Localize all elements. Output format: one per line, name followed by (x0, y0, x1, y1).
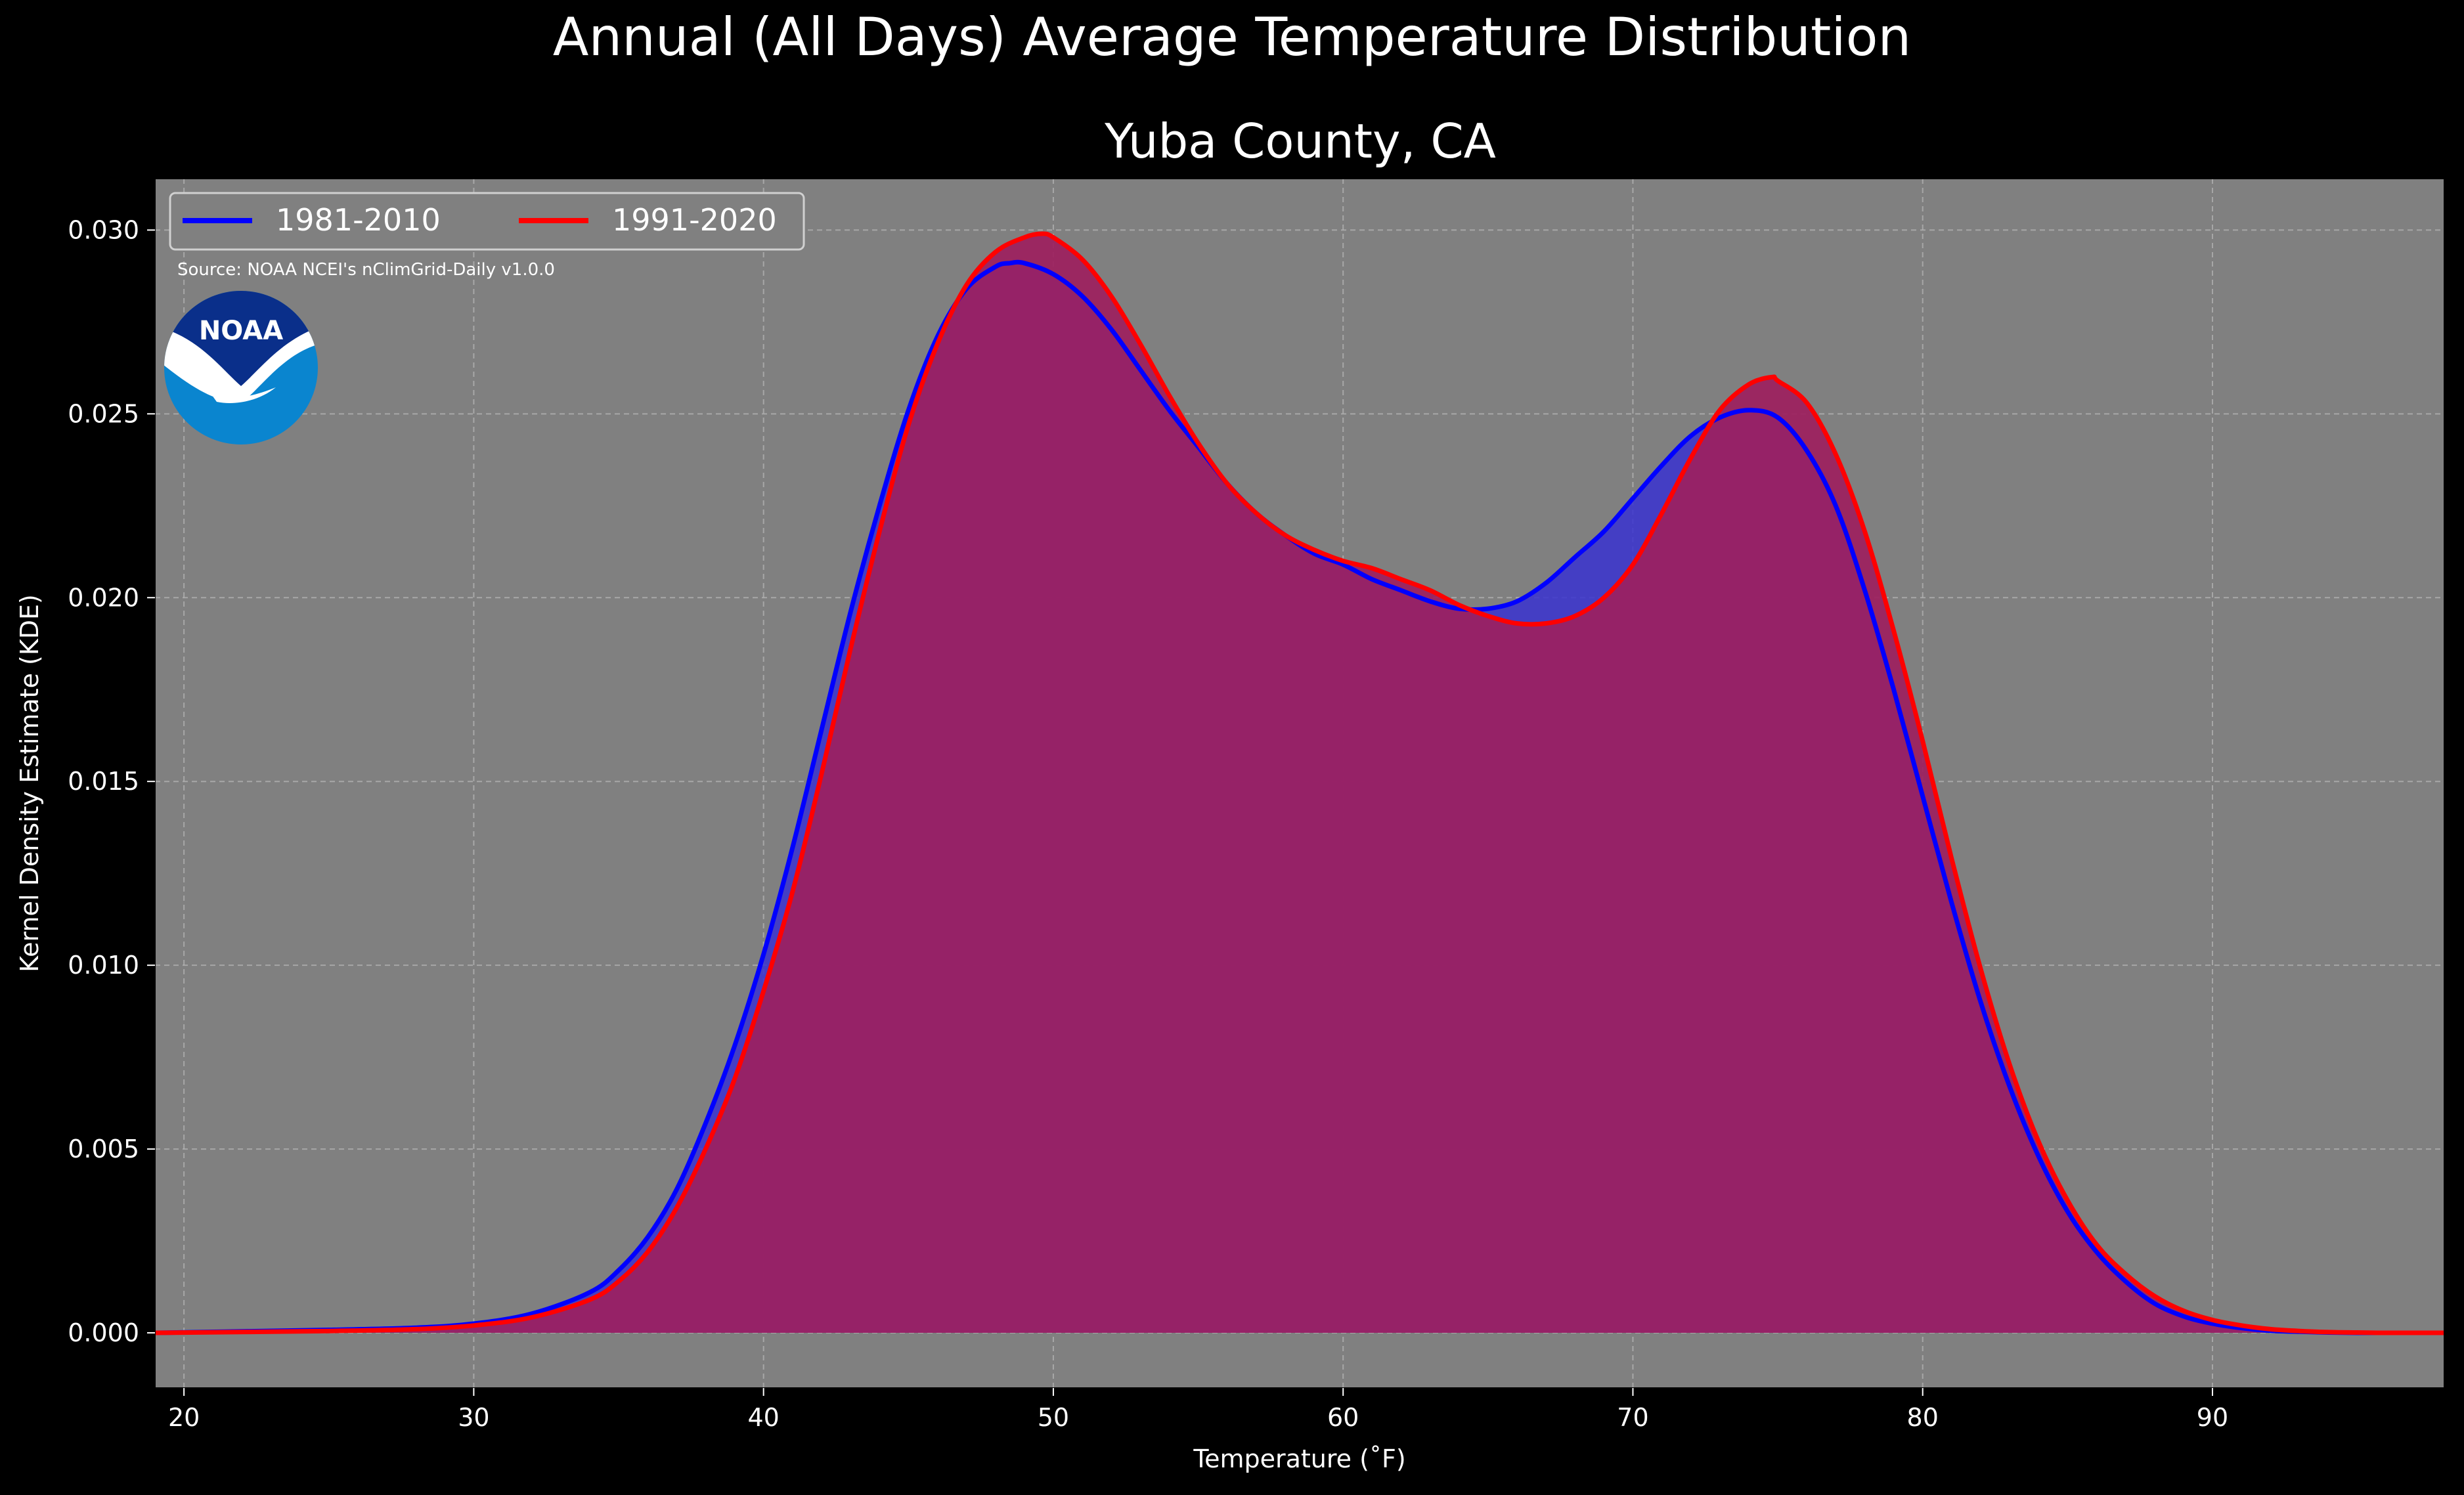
x-tick-label: 90 (2197, 1403, 2228, 1432)
logo-text: NOAA (199, 316, 283, 346)
x-tick-label: 20 (168, 1403, 200, 1432)
logo-gull-swoosh (164, 323, 318, 401)
fill-1991-2020 (155, 233, 2444, 1333)
logo-gull-wing (210, 387, 276, 403)
chart-title: Yuba County, CA (1104, 114, 1496, 169)
plot-layer (155, 231, 2444, 1335)
logo-top-half (164, 291, 318, 387)
x-axis-label: Temperature (˚F) (1193, 1444, 1405, 1473)
y-tick-label: 0.025 (68, 399, 139, 428)
y-tick-label: 0.030 (68, 215, 139, 244)
x-tick-label: 70 (1617, 1403, 1648, 1432)
noaa-logo: NOAA (164, 291, 318, 444)
x-axis: 20 30 40 50 60 70 80 90 (168, 1388, 2228, 1432)
x-tick-label: 40 (747, 1403, 779, 1432)
legend-label-1991-2020: 1991-2020 (612, 202, 777, 238)
x-tick-label: 80 (1907, 1403, 1939, 1432)
x-tick-label: 30 (458, 1403, 489, 1432)
chart-suptitle: Annual (All Days) Average Temperature Di… (553, 7, 1911, 68)
legend-label-1981-2010: 1981-2010 (276, 202, 441, 238)
y-tick-label: 0.005 (68, 1135, 139, 1163)
y-axis: 0.000 0.005 0.010 0.015 0.020 0.025 0.030 (68, 215, 155, 1347)
line-1981-2010 (155, 259, 2444, 1335)
y-tick-label: 0.010 (68, 951, 139, 980)
x-tick-label: 60 (1327, 1403, 1359, 1432)
axes-frame (154, 178, 2445, 1389)
source-note: Source: NOAA NCEI's nClimGrid-Daily v1.0… (177, 260, 555, 280)
legend: 1981-2010 1991-2020 (169, 192, 805, 251)
y-tick-label: 0.015 (68, 767, 139, 796)
legend-box (169, 192, 805, 251)
x-tick-label: 50 (1038, 1403, 1069, 1432)
line-1991-2020 (155, 231, 2444, 1335)
y-tick-label: 0.000 (68, 1318, 139, 1347)
y-axis-label: Kernel Density Estimate (KDE) (15, 594, 44, 972)
y-tick-label: 0.020 (68, 583, 139, 612)
